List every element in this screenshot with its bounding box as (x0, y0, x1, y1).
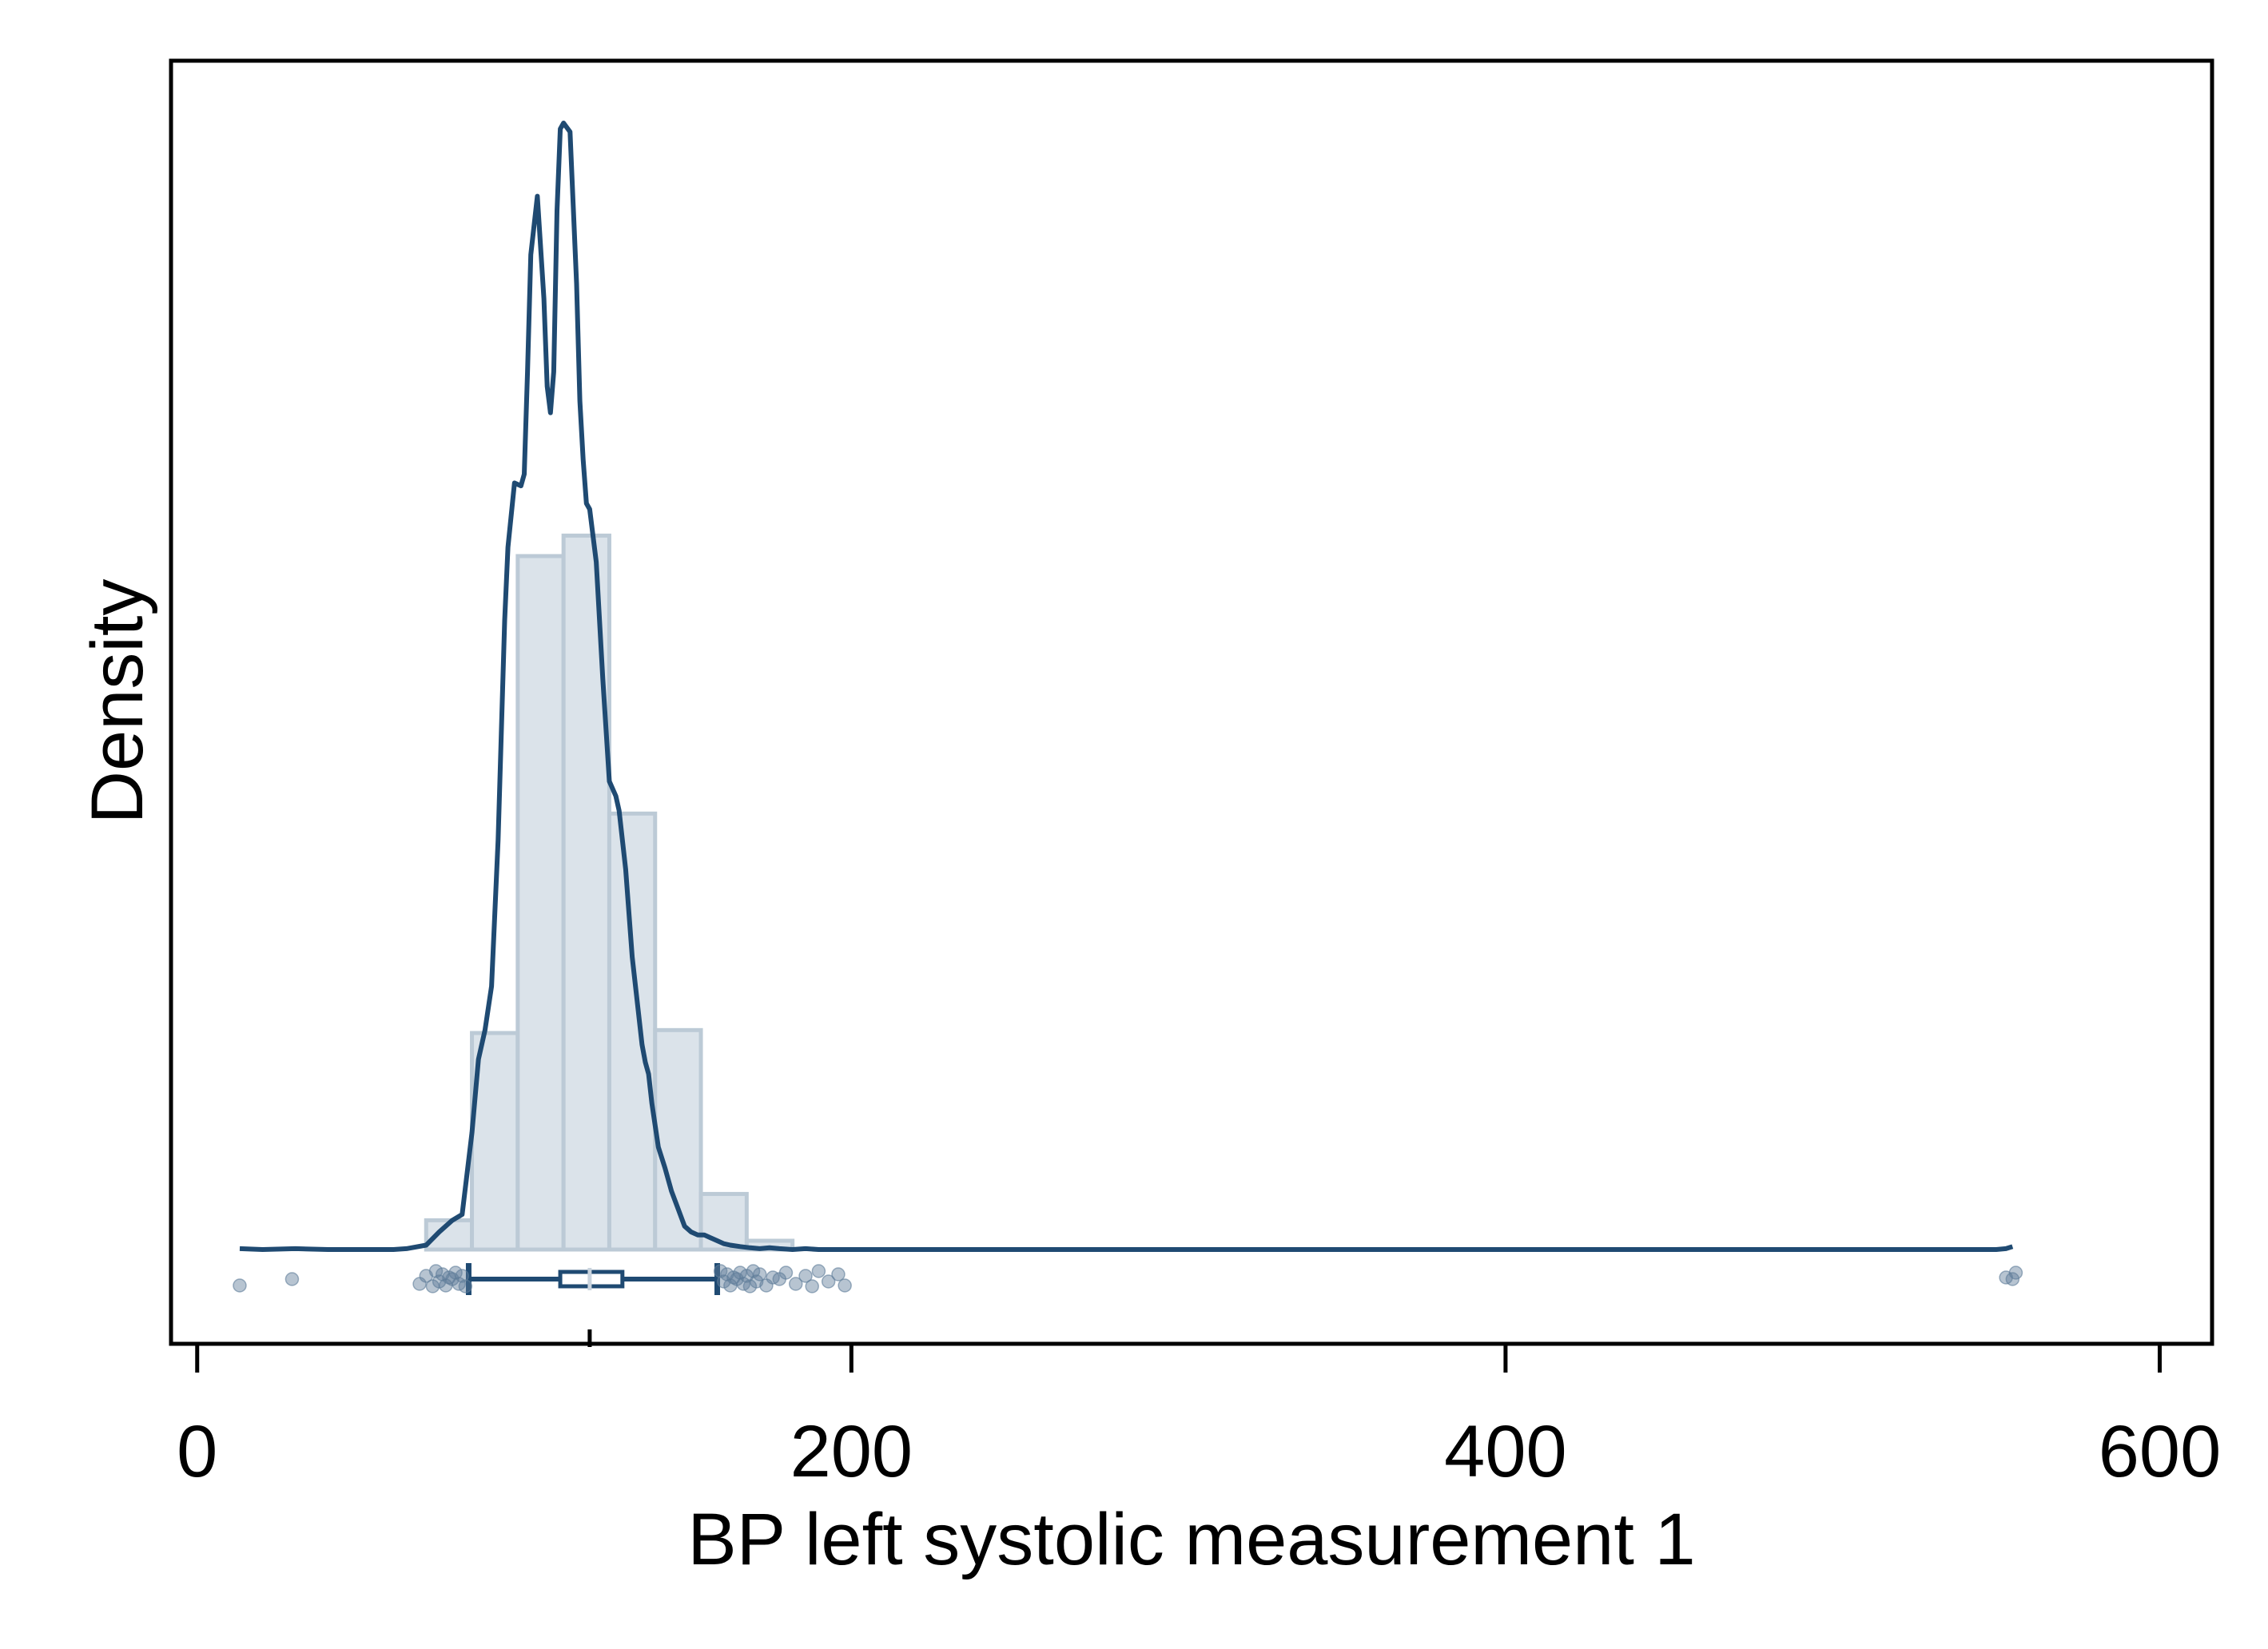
outlier-point (778, 1266, 794, 1280)
outlier-points (233, 1264, 2023, 1293)
x-tick-label: 0 (177, 1411, 217, 1492)
x-tick-label: 600 (2099, 1411, 2222, 1492)
x-tick-label: 200 (790, 1411, 913, 1492)
x-axis-label: BP left systolic measurement 1 (687, 1499, 1695, 1580)
outlier-point (746, 1264, 761, 1278)
outlier-point (798, 1269, 813, 1283)
histogram-bar (515, 554, 566, 1252)
outlier-point (831, 1267, 846, 1281)
outlier-point (713, 1264, 728, 1278)
outlier-point (233, 1278, 247, 1293)
outlier-point (821, 1274, 836, 1289)
x-tick-label: 400 (1444, 1411, 1567, 1492)
histogram-bar (653, 1027, 703, 1252)
x-axis: 0 200 400 600 (171, 1329, 2221, 1492)
outlier-point (284, 1272, 300, 1286)
outlier-point (455, 1269, 470, 1283)
histogram-bar (607, 811, 658, 1252)
outlier-point (2008, 1266, 2023, 1280)
outlier-point (428, 1264, 444, 1278)
outlier-point (811, 1264, 826, 1278)
histogram-bar (698, 1191, 749, 1252)
outlier-point (805, 1279, 819, 1293)
histogram-bars (424, 533, 795, 1252)
outlier-point (752, 1267, 767, 1281)
density-curve-layer (239, 121, 2014, 1252)
outlier-point (838, 1278, 852, 1293)
y-axis-label: Density (77, 579, 158, 824)
outlier-point (789, 1277, 803, 1291)
outlier-point (458, 1279, 473, 1293)
outlier-point (2005, 1272, 2020, 1286)
density-curve (239, 121, 2014, 1252)
